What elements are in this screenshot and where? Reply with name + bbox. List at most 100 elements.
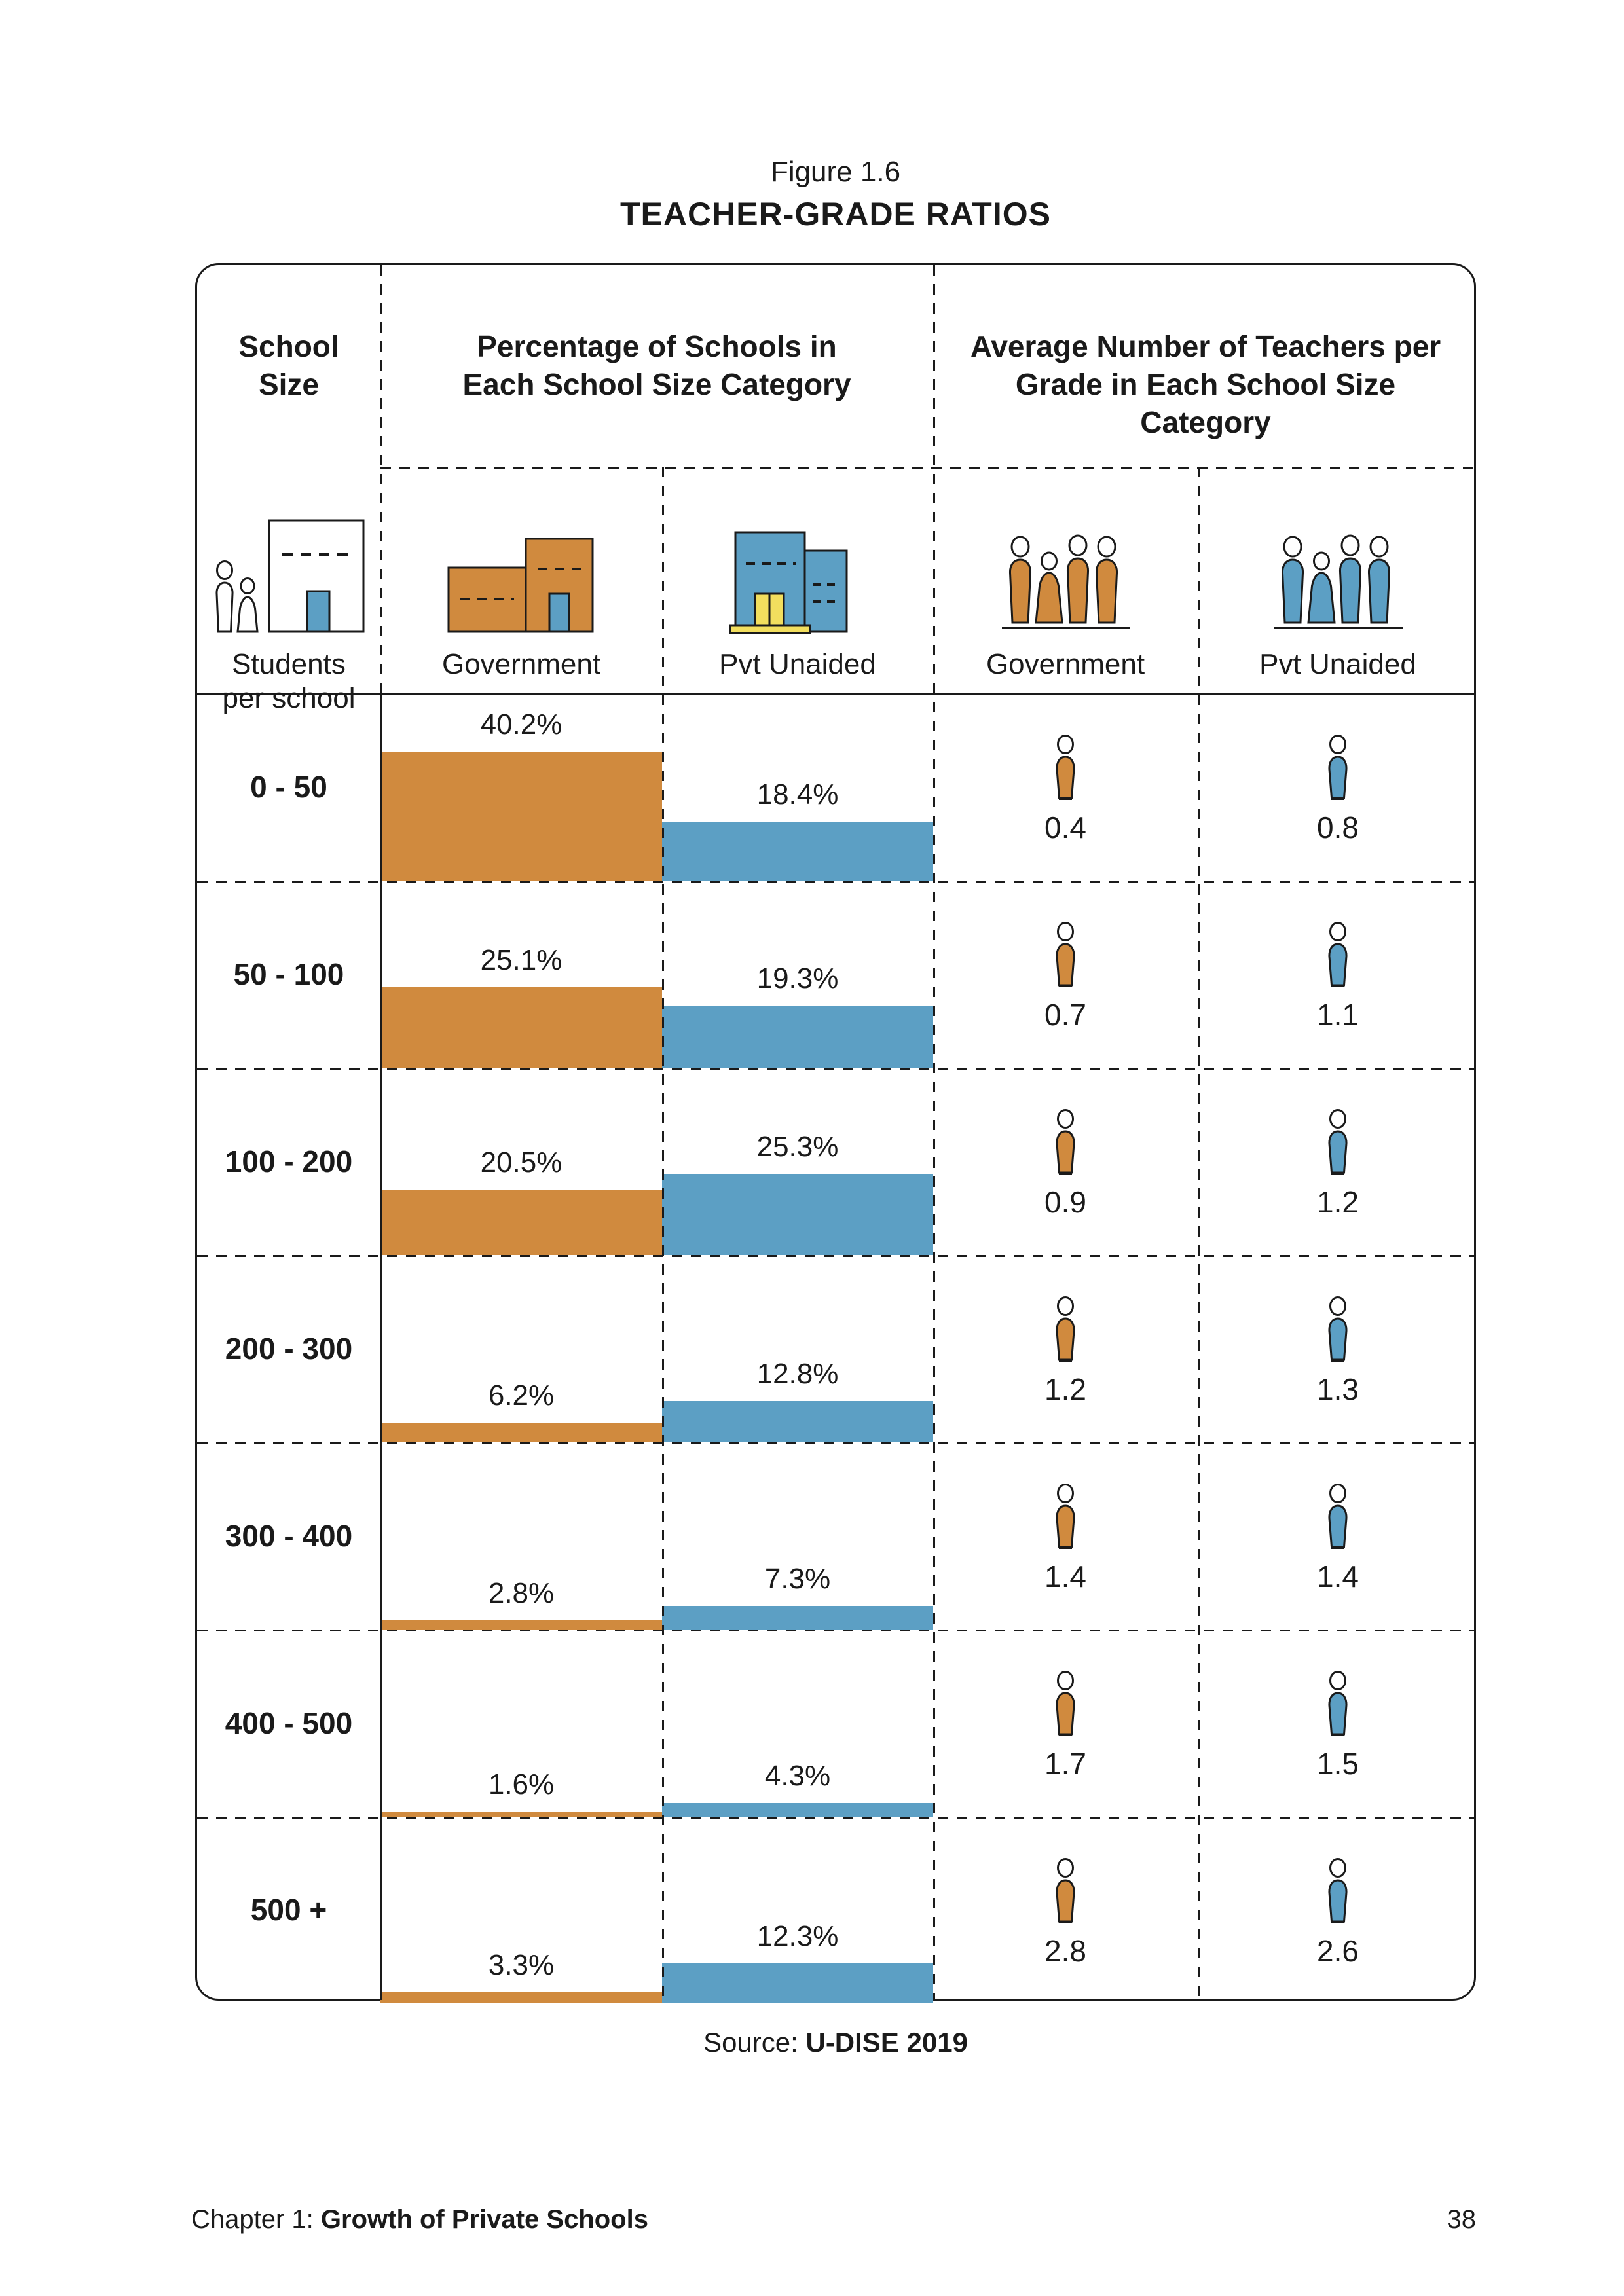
chapter-title: Growth of Private Schools (320, 2205, 648, 2234)
school-size-value: 500 + (250, 1893, 327, 1927)
pvt-pct-cell: 12.8% (662, 1255, 933, 1442)
source-note: Source: U-DISE 2019 (195, 2027, 1476, 2058)
school-size-value: 0 - 50 (250, 770, 327, 804)
gov-teachers-cell: 0.4 (933, 693, 1198, 881)
pvt-pct-cell: 19.3% (662, 881, 933, 1068)
teacher-person-icon (1328, 922, 1348, 987)
pvt-teachers-cell: 0.8 (1198, 693, 1478, 881)
gov-pct-cell: 3.3% (380, 1817, 662, 2003)
students-per-school-icon (210, 518, 367, 634)
pvt-teachers-value: 2.6 (1317, 1934, 1359, 1968)
table-row: 200 - 300 6.2% 12.8% 1.2 1.3 (197, 1255, 1478, 1442)
pvt-teachers-cell: 1.2 (1198, 1068, 1478, 1255)
table-row: 100 - 200 20.5% 25.3% 0.9 1.2 (197, 1068, 1478, 1255)
teacher-person-icon (1328, 735, 1348, 800)
pvt-pct-cell: 18.4% (662, 693, 933, 881)
school-size-cell: 300 - 400 (197, 1442, 380, 1630)
gov-pct-bar (380, 987, 662, 1068)
teacher-person-icon (1056, 1484, 1075, 1549)
column-header-average-teachers: Average Number of Teachers per Grade in … (933, 265, 1478, 441)
divider-schoolsize-body (380, 693, 382, 2000)
row-divider-4 (197, 1442, 1474, 1444)
gov-pct-value: 20.5% (480, 1146, 563, 1178)
teacher-person-icon (1056, 1109, 1075, 1175)
teacher-group-icon (1001, 534, 1130, 629)
divider-gov-pvt-bars (662, 467, 664, 2000)
pvt-teachers-cell: 1.3 (1198, 1255, 1478, 1442)
gov-pct-bar (380, 752, 662, 881)
gov-pct-bar (380, 1423, 662, 1442)
school-size-value: 100 - 200 (225, 1144, 353, 1178)
pvt-unaided-school-icon (722, 518, 873, 634)
table-row: 500 + 3.3% 12.3% 2.8 2.6 (197, 1817, 1478, 2003)
gov-teachers-value: 0.4 (1044, 811, 1086, 845)
pvt-teachers-cell: 1.4 (1198, 1442, 1478, 1630)
gov-teachers-cell: 2.8 (933, 1817, 1198, 2003)
students-building-icon (215, 519, 365, 633)
gov-teachers-value: 0.9 (1044, 1185, 1086, 1219)
source-name: U-DISE 2019 (805, 2027, 968, 2058)
subheader-pvt-unaided-schools: Pvt Unaided (662, 467, 933, 693)
school-size-cell: 0 - 50 (197, 693, 380, 881)
government-school-icon (446, 518, 597, 634)
private-building-icon (729, 531, 848, 634)
pvt-pct-value: 19.3% (756, 962, 839, 994)
teacher-person-icon (1328, 1296, 1348, 1362)
page-number: 38 (1447, 2205, 1477, 2234)
divider-header-icons (380, 467, 1478, 469)
table-row: 50 - 100 25.1% 19.3% 0.7 1.1 (197, 881, 1478, 1068)
pvt-teachers-value: 1.3 (1317, 1372, 1359, 1406)
table-row: 400 - 500 1.6% 4.3% 1.7 1.5 (197, 1630, 1478, 1817)
teacher-person-icon (1328, 1671, 1348, 1736)
row-divider-1 (197, 881, 1474, 883)
pvt-teachers-value: 1.1 (1317, 998, 1359, 1032)
pvt-teachers-value: 0.8 (1317, 811, 1359, 845)
teacher-person-icon (1328, 1858, 1348, 1923)
school-size-cell: 400 - 500 (197, 1630, 380, 1817)
gov-pct-value: 1.6% (488, 1768, 555, 1800)
chapter-prefix: Chapter 1: (191, 2205, 321, 2234)
school-size-header-text: School Size (238, 329, 339, 401)
gov-pct-bar (380, 1620, 662, 1630)
pvt-teachers-cell: 1.5 (1198, 1630, 1478, 1817)
column-header-school-size: School Size (197, 265, 380, 403)
gov-pct-bar (380, 1812, 662, 1817)
gov-pct-cell: 1.6% (380, 1630, 662, 1817)
government-building-icon (447, 538, 594, 633)
pvt-pct-cell: 25.3% (662, 1068, 933, 1255)
school-size-cell: 200 - 300 (197, 1255, 380, 1442)
gov-pct-cell: 6.2% (380, 1255, 662, 1442)
row-divider-2 (197, 1068, 1474, 1070)
divider-schoolsize-header (380, 265, 382, 693)
teacher-group-icon (1274, 534, 1403, 629)
gov-teachers-cell: 1.7 (933, 1630, 1198, 1817)
row-divider-6 (197, 1817, 1474, 1819)
school-size-value: 50 - 100 (233, 957, 344, 991)
students-per-school-label: Students per school (222, 648, 356, 714)
gov-teachers-cell: 1.4 (933, 1442, 1198, 1630)
pvt-pct-bar (662, 1006, 933, 1068)
pvt-pct-bar (662, 1606, 933, 1630)
percentage-header-text: Percentage of Schools in Each School Siz… (462, 329, 851, 401)
row-divider-3 (197, 1255, 1474, 1257)
pvt-pct-value: 7.3% (764, 1563, 831, 1595)
gov-pct-value: 40.2% (480, 708, 563, 740)
gov-pct-cell: 2.8% (380, 1442, 662, 1630)
footer-chapter: Chapter 1: Growth of Private Schools (191, 2205, 648, 2234)
gov-teachers-value: 1.7 (1044, 1747, 1086, 1781)
figure-title: TEACHER-GRADE RATIOS (620, 196, 1051, 232)
pvt-teachers-cell: 2.6 (1198, 1817, 1478, 2003)
pvt-pct-cell: 12.3% (662, 1817, 933, 2003)
pvt-pct-bar (662, 1803, 933, 1817)
teacher-person-icon (1056, 922, 1075, 987)
teacher-person-icon (1056, 1858, 1075, 1923)
source-prefix: Source: (703, 2027, 806, 2058)
gov-pct-value: 2.8% (488, 1577, 555, 1609)
pvt-pct-value: 25.3% (756, 1131, 839, 1163)
school-size-cell: 500 + (197, 1817, 380, 2003)
pvt-pct-cell: 4.3% (662, 1630, 933, 1817)
subheader-government-teachers: Government (933, 467, 1198, 693)
divider-gov-pvt-teachers (1198, 467, 1200, 2000)
gov-pct-cell: 25.1% (380, 881, 662, 1068)
